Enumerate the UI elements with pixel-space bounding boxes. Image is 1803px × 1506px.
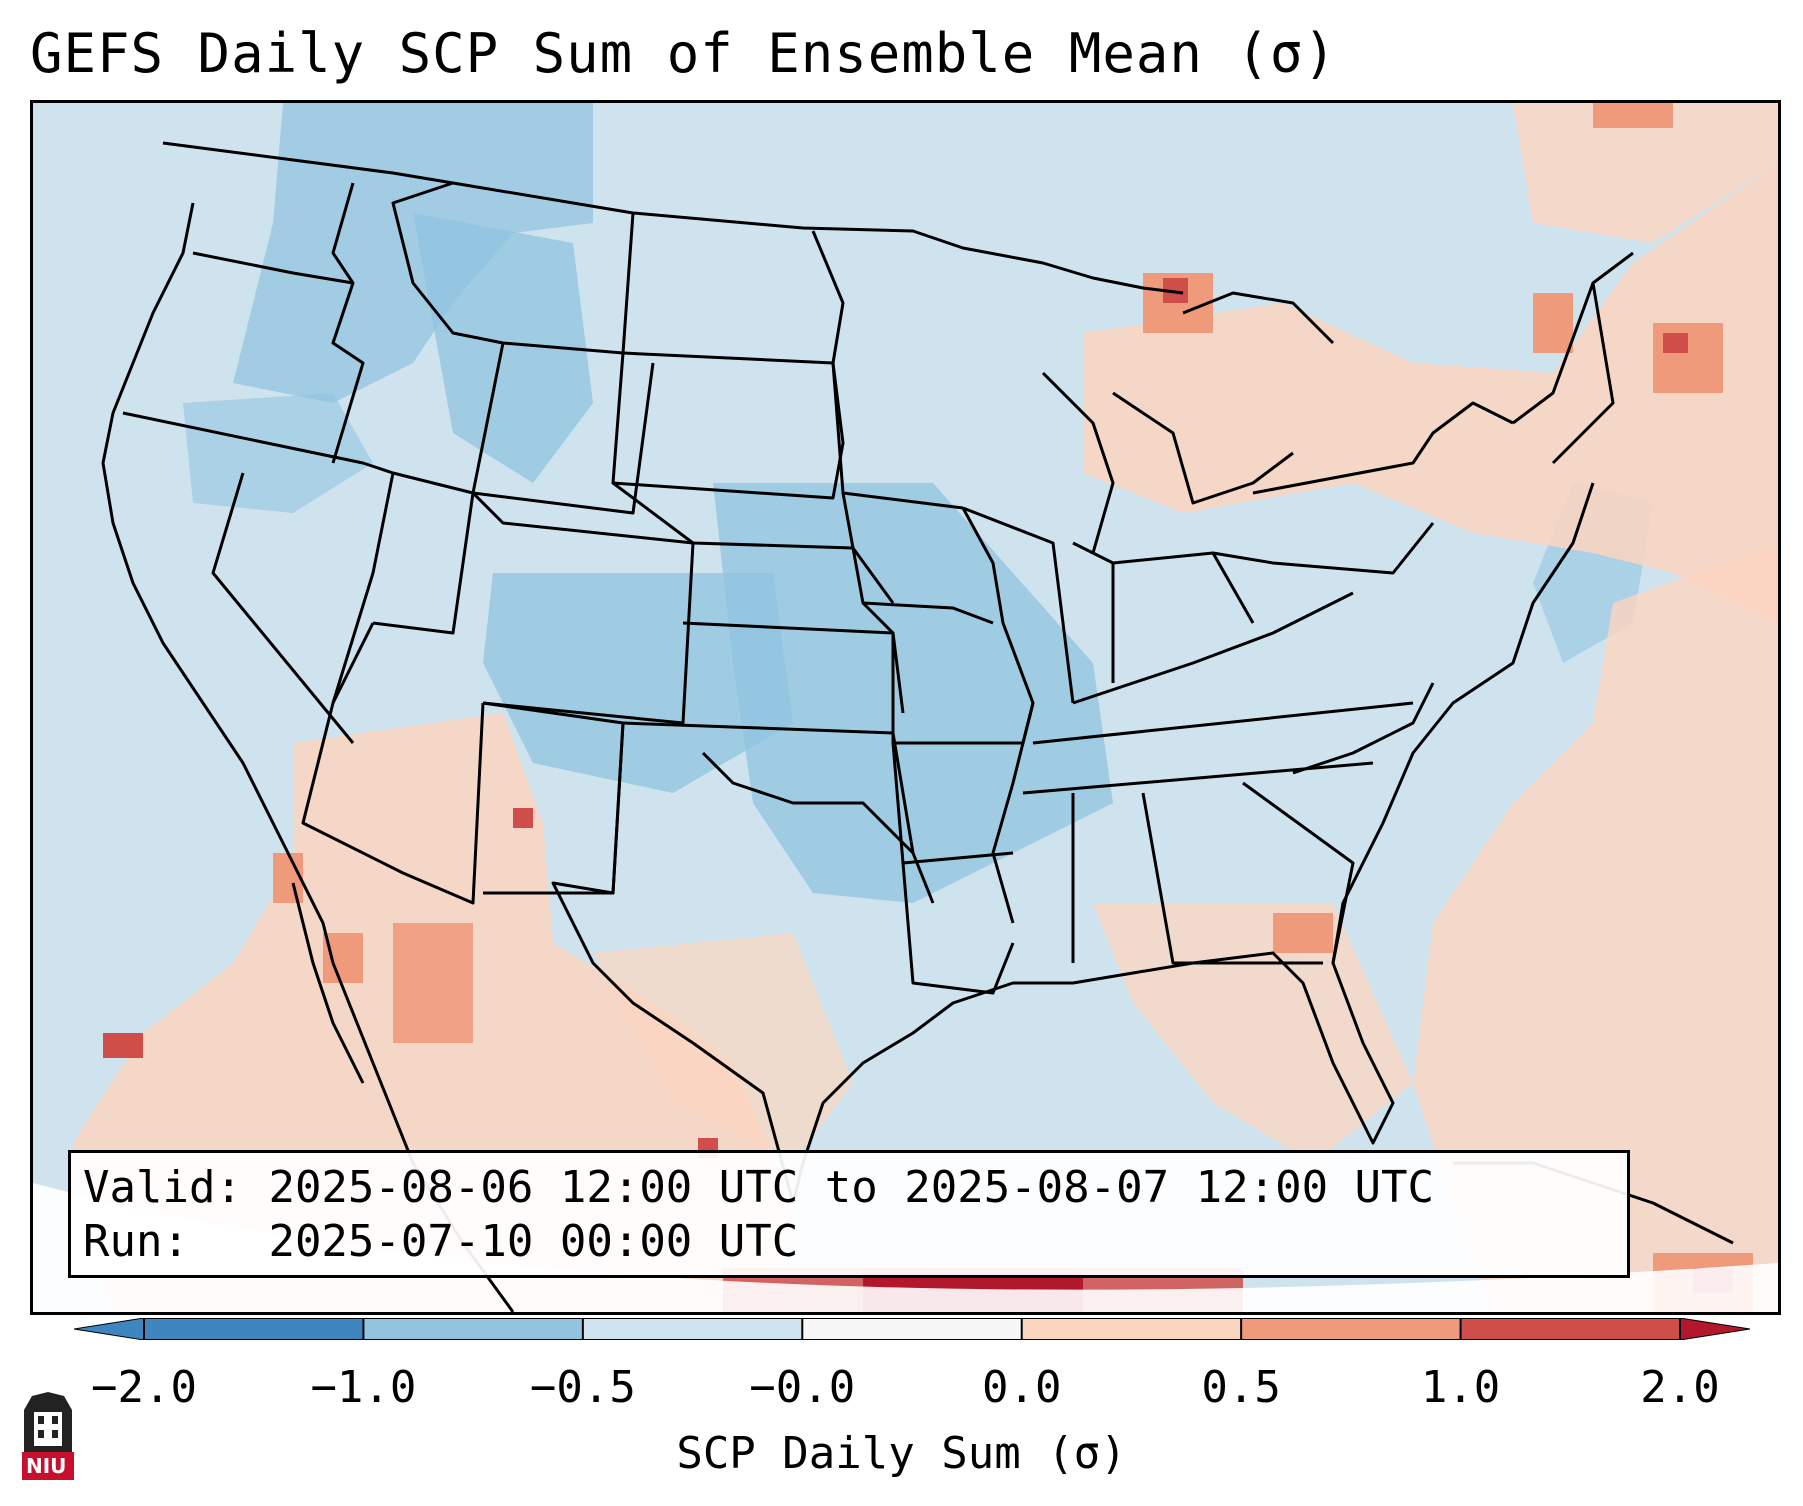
- anomaly-field: [33, 103, 1778, 1312]
- colorbar-tick-label: 1.0: [1420, 1362, 1501, 1413]
- colorbar-extend-high: [1679, 1318, 1750, 1340]
- colorbar-segment: [582, 1318, 803, 1340]
- niu-logo: [22, 1392, 74, 1480]
- map-title: GEFS Daily SCP Sum of Ensemble Mean (σ): [30, 22, 1337, 85]
- colorbar-segment: [1021, 1318, 1242, 1340]
- valid-value: 2025-08-06 12:00 UTC to 2025-08-07 12:00…: [268, 1162, 1435, 1213]
- colorbar-tick-label: 2.0: [1640, 1362, 1720, 1413]
- run-label: Run:: [83, 1216, 189, 1267]
- map-panel[interactable]: [30, 100, 1781, 1315]
- state-borders: [101, 141, 1734, 1312]
- colorbar-tick-label: −0.0: [749, 1362, 856, 1413]
- colorbar-tick-label: −2.0: [91, 1362, 197, 1413]
- colorbar-extend-low: [74, 1318, 145, 1340]
- colorbar: [74, 1318, 1750, 1340]
- niu-logo-text: NIU: [26, 1454, 67, 1478]
- colorbar-segment: [1241, 1318, 1461, 1340]
- colorbar-segment: [1460, 1318, 1680, 1340]
- colorbar-tick-label: 0.0: [981, 1362, 1062, 1413]
- colorbar-segment: [144, 1318, 364, 1340]
- colorbar-segment: [363, 1318, 583, 1340]
- colorbar-segment: [802, 1318, 1022, 1340]
- map-canvas: [33, 103, 1778, 1312]
- colorbar-tick-label: −0.5: [529, 1362, 636, 1413]
- colorbar-tick-label: −1.0: [310, 1362, 417, 1413]
- colorbar-label: SCP Daily Sum (σ): [676, 1428, 1127, 1479]
- valid-run-box: Valid: 2025-08-06 12:00 UTC to 2025-08-0…: [68, 1150, 1630, 1278]
- run-value: 2025-07-10 00:00 UTC: [268, 1216, 799, 1267]
- valid-label: Valid:: [83, 1162, 242, 1213]
- colorbar-tick-label: 0.5: [1201, 1362, 1281, 1413]
